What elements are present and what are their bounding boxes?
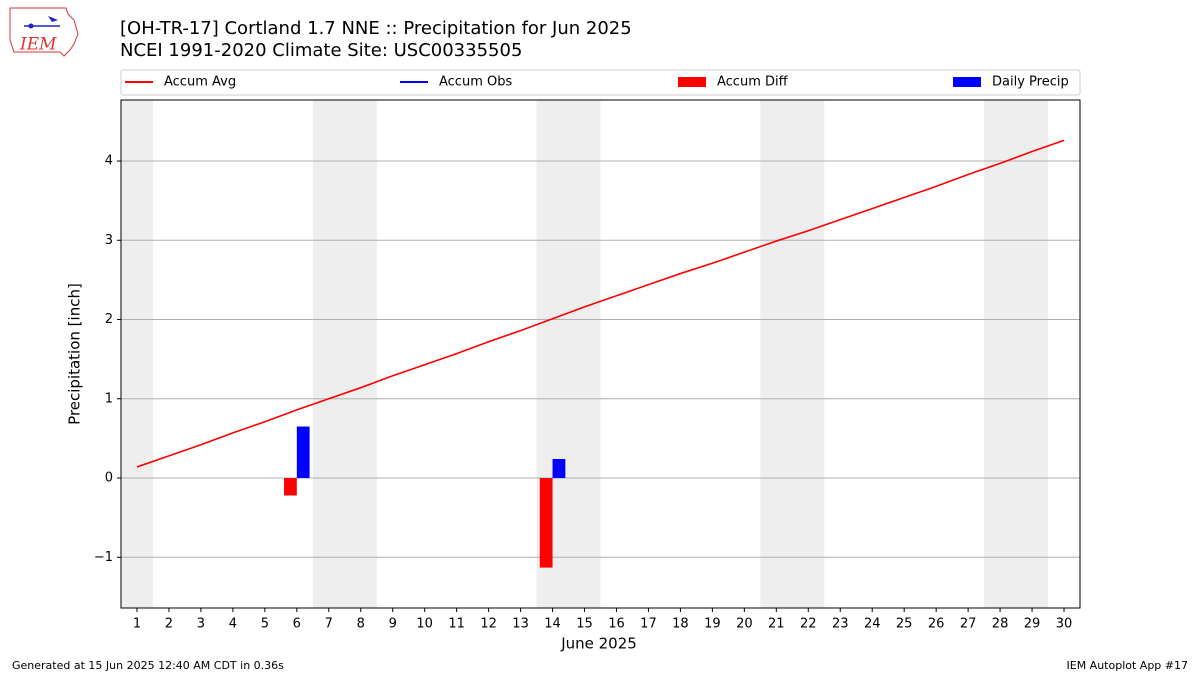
y-tick-label: 4 bbox=[105, 154, 113, 169]
bar bbox=[296, 426, 310, 479]
x-tick-label: 24 bbox=[864, 617, 881, 632]
weekend-shade bbox=[984, 100, 1049, 608]
x-tick-label: 10 bbox=[416, 617, 433, 632]
plot-frame bbox=[120, 99, 1081, 609]
x-tick-label: 23 bbox=[832, 617, 849, 632]
logo: IEM bbox=[9, 7, 79, 57]
x-tick-label: 12 bbox=[480, 617, 497, 632]
x-tick-label: 25 bbox=[896, 617, 913, 632]
legend-box bbox=[120, 69, 1081, 96]
x-tick-label: 19 bbox=[704, 617, 721, 632]
weekend-shade bbox=[312, 100, 377, 608]
weekend-shade bbox=[760, 100, 825, 608]
y-tick-label: 1 bbox=[105, 391, 113, 406]
logo-vane bbox=[48, 16, 58, 22]
y-axis-label: Precipitation [inch] bbox=[66, 283, 84, 425]
x-tick-label: 8 bbox=[357, 617, 365, 632]
legend-label: Daily Precip bbox=[992, 75, 1069, 90]
x-tick-label: 26 bbox=[928, 617, 945, 632]
x-tick-label: 20 bbox=[736, 617, 753, 632]
x-tick-label: 7 bbox=[325, 617, 333, 632]
logo-dot bbox=[28, 23, 34, 29]
weekend-shade bbox=[121, 100, 153, 608]
x-tick-label: 9 bbox=[389, 617, 397, 632]
x-tick-label: 30 bbox=[1056, 617, 1073, 632]
footer-right: IEM Autoplot App #17 bbox=[1067, 659, 1189, 672]
y-tick-label: −1 bbox=[94, 550, 113, 565]
x-tick-label: 13 bbox=[512, 617, 529, 632]
x-tick-label: 14 bbox=[544, 617, 561, 632]
y-tick-label: 2 bbox=[105, 312, 113, 327]
legend-label: Accum Avg bbox=[164, 75, 236, 90]
logo-outline bbox=[9, 7, 79, 57]
x-tick-label: 6 bbox=[293, 617, 301, 632]
chart-subtitle: NCEI 1991-2020 Climate Site: USC00335505 bbox=[120, 40, 522, 61]
legend-label: Accum Obs bbox=[439, 75, 512, 90]
bar bbox=[284, 478, 297, 496]
x-tick-label: 2 bbox=[165, 617, 173, 632]
legend-swatch bbox=[678, 77, 706, 87]
accum-line bbox=[136, 139, 1065, 468]
x-tick-label: 4 bbox=[229, 617, 237, 632]
x-tick-label: 1 bbox=[133, 617, 141, 632]
x-tick-label: 21 bbox=[768, 617, 785, 632]
x-tick-label: 28 bbox=[992, 617, 1009, 632]
x-tick-label: 16 bbox=[608, 617, 625, 632]
y-tick-label: 0 bbox=[105, 471, 113, 486]
x-tick-label: 27 bbox=[960, 617, 977, 632]
x-tick-label: 29 bbox=[1024, 617, 1041, 632]
bar bbox=[552, 459, 566, 479]
chart-title: [OH-TR-17] Cortland 1.7 NNE :: Precipita… bbox=[120, 18, 632, 39]
x-tick-label: 5 bbox=[261, 617, 269, 632]
bar bbox=[539, 478, 553, 568]
x-tick-label: 15 bbox=[576, 617, 593, 632]
x-axis-label: June 2025 bbox=[560, 635, 637, 653]
x-tick-label: 22 bbox=[800, 617, 817, 632]
x-tick-label: 17 bbox=[640, 617, 657, 632]
logo-text: IEM bbox=[19, 35, 57, 55]
x-tick-label: 18 bbox=[672, 617, 689, 632]
legend-label: Accum Diff bbox=[717, 75, 789, 90]
footer-left: Generated at 15 Jun 2025 12:40 AM CDT in… bbox=[12, 659, 284, 672]
y-tick-label: 3 bbox=[105, 233, 113, 248]
x-tick-label: 3 bbox=[197, 617, 205, 632]
x-tick-label: 11 bbox=[448, 617, 465, 632]
legend-swatch bbox=[953, 77, 981, 87]
